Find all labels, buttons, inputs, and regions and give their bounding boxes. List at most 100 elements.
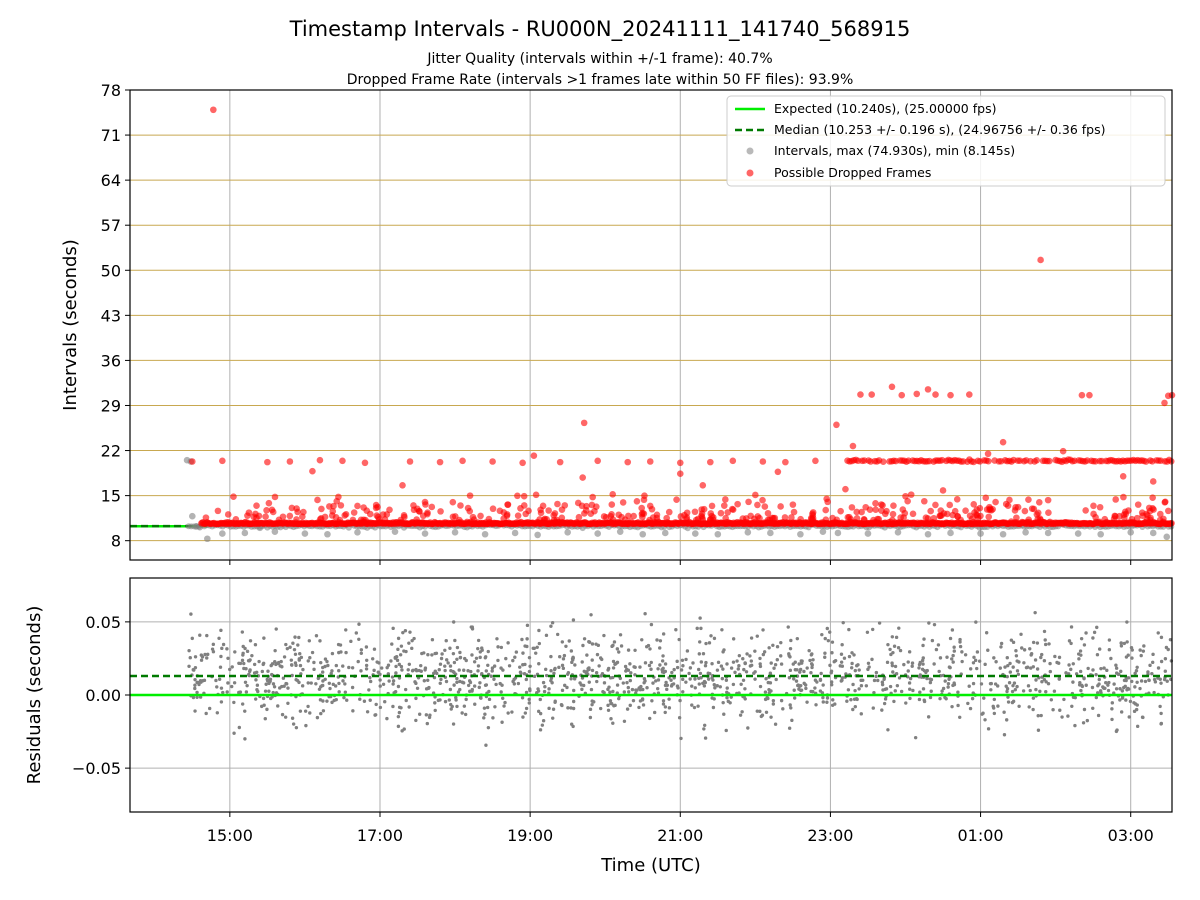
residual-point <box>524 706 529 711</box>
residual-point <box>410 646 414 651</box>
residual-point <box>871 706 875 710</box>
residual-point <box>1009 638 1014 642</box>
dropped-frame-point <box>708 502 716 510</box>
residual-point <box>444 639 448 643</box>
residual-point <box>414 718 418 723</box>
residual-point <box>232 681 237 685</box>
residual-point <box>193 665 198 670</box>
x-tick-label: 21:00 <box>657 826 703 845</box>
legend-box <box>726 95 1166 187</box>
residual-point <box>225 690 229 694</box>
interval-point <box>767 529 774 537</box>
residual-point <box>972 655 976 660</box>
residual-point <box>254 678 258 682</box>
residual-point <box>779 654 783 658</box>
residual-point <box>711 705 716 710</box>
residual-point <box>325 659 329 664</box>
residual-point <box>850 661 854 666</box>
residual-point <box>936 643 941 647</box>
residual-point <box>394 671 398 675</box>
residual-point <box>1056 661 1061 665</box>
residual-point <box>1002 733 1007 737</box>
residual-point <box>608 690 612 694</box>
residual-point <box>913 735 918 740</box>
residual-point <box>975 666 979 671</box>
residual-point <box>741 657 745 661</box>
intervals-legend: Expected (10.240s), (25.00000 fps) Media… <box>726 95 1166 187</box>
residual-point <box>725 696 729 700</box>
residual-point <box>934 647 939 652</box>
residual-point <box>596 643 601 648</box>
residual-point <box>587 680 591 684</box>
residual-point <box>890 661 894 665</box>
residual-point <box>553 666 557 671</box>
residual-point <box>472 660 477 664</box>
residual-point <box>1159 711 1163 716</box>
interval-point <box>819 528 827 535</box>
residual-point <box>825 626 830 631</box>
dropped-frame-point <box>698 510 706 517</box>
residual-point <box>606 666 611 671</box>
residual-point <box>343 690 348 694</box>
residual-point <box>551 716 555 720</box>
residual-point <box>977 659 982 663</box>
dropped-frame-point <box>1161 498 1169 506</box>
dropped-frame-point <box>397 516 405 524</box>
residual-point <box>1082 676 1086 681</box>
residual-point <box>937 669 941 674</box>
residual-point <box>609 717 613 721</box>
dropped-frame-point <box>539 502 547 510</box>
residual-point <box>1077 657 1081 661</box>
residual-point <box>925 668 929 673</box>
residual-point <box>943 679 947 683</box>
residual-point <box>699 676 703 680</box>
residual-point <box>513 655 517 659</box>
residual-point <box>859 712 863 716</box>
dropped-frame-point <box>561 502 569 509</box>
residuals-y-axis-ticks: −0.050.000.05 <box>72 613 130 778</box>
residual-point <box>649 667 653 671</box>
residual-point <box>1071 680 1075 684</box>
residual-point <box>981 711 985 715</box>
residual-point <box>407 641 411 645</box>
residual-point <box>663 662 668 666</box>
residual-point <box>613 662 617 666</box>
dropped-frame-point <box>752 491 759 499</box>
dropped-frame-point <box>1082 507 1089 514</box>
residual-point <box>1152 677 1157 682</box>
residual-point <box>839 660 844 664</box>
residual-point <box>721 700 725 705</box>
residual-point <box>438 662 443 666</box>
residual-point <box>250 653 254 658</box>
residual-point <box>626 648 631 652</box>
residual-point <box>547 706 551 711</box>
residual-point <box>490 666 495 670</box>
dropped-frame-point <box>790 508 798 516</box>
residual-point <box>1081 721 1086 725</box>
residual-point <box>819 671 823 676</box>
residual-point <box>946 681 951 686</box>
dropped-frame-point <box>361 459 369 467</box>
residual-point <box>1069 641 1073 646</box>
residual-point <box>551 707 556 711</box>
dropped-frame-point <box>676 470 684 478</box>
dropped-frame-point <box>436 458 444 466</box>
dropped-frame-point <box>879 458 887 466</box>
residual-point <box>323 677 327 681</box>
residual-point <box>448 687 453 692</box>
dropped-frame-point <box>589 493 596 501</box>
residual-point <box>549 654 553 659</box>
residual-point <box>1097 677 1101 682</box>
residual-point <box>538 697 542 702</box>
dropped-frame-point <box>449 513 457 521</box>
residual-point <box>282 655 287 659</box>
residual-point <box>684 657 688 662</box>
residual-point <box>870 657 874 662</box>
residual-point <box>320 683 324 688</box>
residual-point <box>589 613 593 617</box>
residual-point <box>423 666 428 670</box>
residual-point <box>439 656 444 661</box>
residual-point <box>811 658 815 662</box>
residual-point <box>874 670 879 675</box>
residual-point <box>1159 681 1163 685</box>
